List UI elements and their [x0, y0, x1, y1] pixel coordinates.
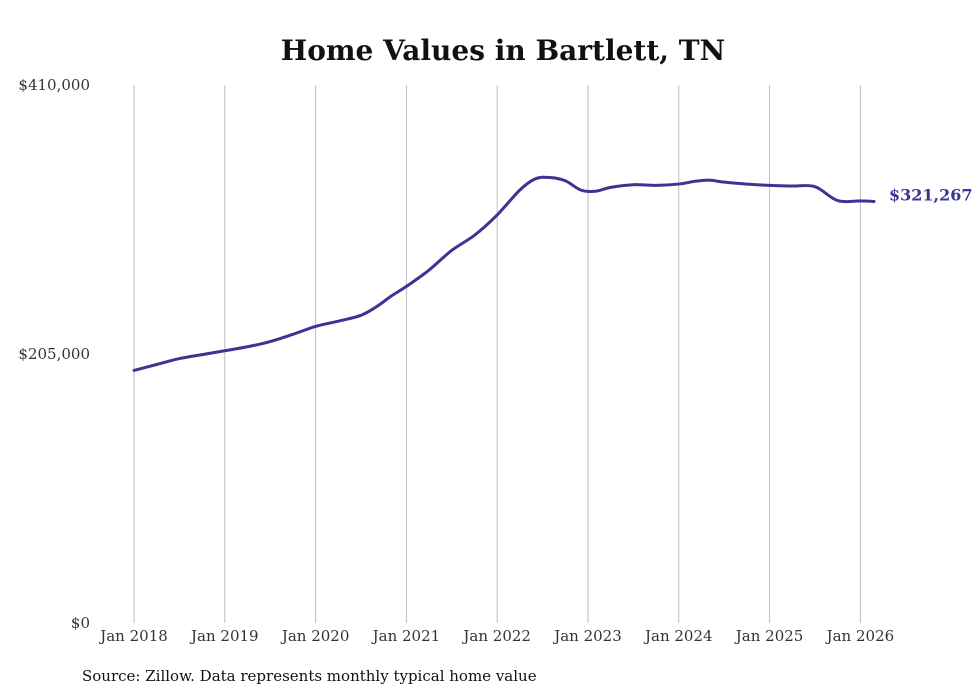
- x-tick-label: Jan 2019: [189, 627, 259, 645]
- y-axis: $0 $205,000 $410,000: [18, 76, 90, 632]
- x-tick-label: Jan 2023: [552, 627, 622, 645]
- chart-title: Home Values in Bartlett, TN: [281, 34, 725, 67]
- x-axis: Jan 2018 Jan 2019 Jan 2020 Jan 2021 Jan 2022…: [98, 627, 894, 645]
- x-tick-label: Jan 2018: [98, 627, 168, 645]
- end-value-label: $321,267: [889, 185, 973, 204]
- x-tick-label: Jan 2025: [734, 627, 804, 645]
- x-tick-label: Jan 2021: [371, 627, 441, 645]
- y-tick-label: $0: [71, 614, 90, 632]
- x-tick-label: Jan 2022: [461, 627, 531, 645]
- series-line: [132, 175, 876, 372]
- x-tick-label: Jan 2020: [280, 627, 350, 645]
- gridlines: [133, 85, 861, 623]
- y-tick-label: $410,000: [18, 76, 90, 94]
- y-tick-label: $205,000: [18, 345, 90, 363]
- x-tick-label: Jan 2024: [643, 627, 713, 645]
- source-note: Source: Zillow. Data represents monthly …: [82, 667, 537, 685]
- x-tick-label: Jan 2026: [825, 627, 895, 645]
- series-group: $321,267: [132, 175, 973, 372]
